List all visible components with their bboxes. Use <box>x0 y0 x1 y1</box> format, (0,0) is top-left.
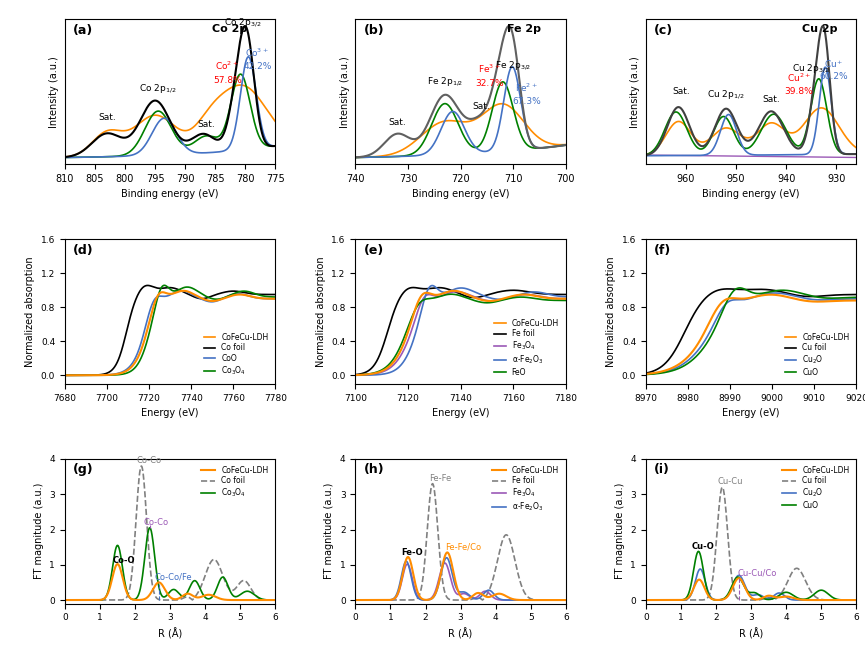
Y-axis label: Normalized absorption: Normalized absorption <box>606 256 616 367</box>
Text: (h): (h) <box>364 463 384 476</box>
Y-axis label: FT magnitude (a.u.): FT magnitude (a.u.) <box>615 483 625 580</box>
Text: Cu-Cu: Cu-Cu <box>718 478 743 486</box>
X-axis label: Binding energy (eV): Binding energy (eV) <box>702 190 800 199</box>
Text: Fe-Fe/Co: Fe-Fe/Co <box>445 543 481 552</box>
Y-axis label: FT magnitude (a.u.): FT magnitude (a.u.) <box>34 483 44 580</box>
Text: Sat.: Sat. <box>98 113 116 122</box>
Text: Co-Co: Co-Co <box>137 456 162 465</box>
Text: Fe-Fe: Fe-Fe <box>429 474 452 483</box>
Text: Sat.: Sat. <box>762 95 780 104</box>
X-axis label: Energy (eV): Energy (eV) <box>722 408 780 418</box>
X-axis label: Energy (eV): Energy (eV) <box>432 408 490 418</box>
Text: Co-Co: Co-Co <box>144 519 169 527</box>
Text: Sat.: Sat. <box>388 117 407 127</box>
Y-axis label: Intensity (a.u.): Intensity (a.u.) <box>49 56 60 128</box>
Text: Cu$^{+}$: Cu$^{+}$ <box>824 58 843 70</box>
Y-axis label: Intensity (a.u.): Intensity (a.u.) <box>340 56 349 128</box>
Legend: CoFeCu-LDH, Cu foil, Cu$_2$O, CuO: CoFeCu-LDH, Cu foil, Cu$_2$O, CuO <box>779 463 853 513</box>
Y-axis label: Normalized absorption: Normalized absorption <box>25 256 35 367</box>
X-axis label: R (Å): R (Å) <box>158 628 183 639</box>
Text: Fe-O: Fe-O <box>401 548 423 557</box>
Text: Co 2p: Co 2p <box>212 24 247 34</box>
Text: (i): (i) <box>654 463 670 476</box>
X-axis label: Binding energy (eV): Binding energy (eV) <box>121 190 219 199</box>
Text: 57.8%: 57.8% <box>213 76 241 85</box>
Y-axis label: Normalized absorption: Normalized absorption <box>316 256 326 367</box>
Text: Cu-O: Cu-O <box>691 543 714 551</box>
Text: 67.3%: 67.3% <box>512 97 541 106</box>
Legend: CoFeCu-LDH, Co foil, Co$_3$O$_4$: CoFeCu-LDH, Co foil, Co$_3$O$_4$ <box>198 463 272 502</box>
X-axis label: R (Å): R (Å) <box>448 628 473 639</box>
X-axis label: R (Å): R (Å) <box>739 628 763 639</box>
Text: Sat.: Sat. <box>197 120 215 129</box>
Text: Co-Co/Fe: Co-Co/Fe <box>154 572 192 582</box>
Text: Fe$^{2+}$: Fe$^{2+}$ <box>515 81 538 93</box>
X-axis label: Energy (eV): Energy (eV) <box>141 408 199 418</box>
Text: Sat.: Sat. <box>473 102 490 111</box>
Text: Fe 2p$_{3/2}$: Fe 2p$_{3/2}$ <box>495 60 531 72</box>
Text: Co$^{2+}$: Co$^{2+}$ <box>215 60 239 73</box>
Legend: CoFeCu-LDH, Fe foil, Fe$_3$O$_4$, α-Fe$_2$O$_3$, FeO: CoFeCu-LDH, Fe foil, Fe$_3$O$_4$, α-Fe$_… <box>491 316 562 380</box>
Text: (f): (f) <box>654 243 671 256</box>
X-axis label: Binding energy (eV): Binding energy (eV) <box>412 190 509 199</box>
Text: Fe 2p$_{1/2}$: Fe 2p$_{1/2}$ <box>426 75 463 88</box>
Legend: CoFeCu-LDH, Cu foil, Cu$_2$O, CuO: CoFeCu-LDH, Cu foil, Cu$_2$O, CuO <box>782 330 853 380</box>
Text: 60.2%: 60.2% <box>819 73 848 81</box>
Y-axis label: Intensity (a.u.): Intensity (a.u.) <box>631 56 640 128</box>
Text: (d): (d) <box>74 243 94 256</box>
Text: 32.7%: 32.7% <box>475 79 504 88</box>
Text: Co 2p$_{1/2}$: Co 2p$_{1/2}$ <box>139 82 176 95</box>
Text: (g): (g) <box>74 463 94 476</box>
Text: Sat.: Sat. <box>672 87 689 96</box>
Text: (e): (e) <box>364 243 384 256</box>
Text: Co$^{3+}$: Co$^{3+}$ <box>246 46 269 58</box>
Text: 42.2%: 42.2% <box>243 62 272 71</box>
Text: (c): (c) <box>654 24 673 37</box>
Text: Fe 2p: Fe 2p <box>507 24 541 34</box>
Text: Co 2p$_{3/2}$: Co 2p$_{3/2}$ <box>223 16 261 29</box>
Text: (b): (b) <box>364 24 384 37</box>
Text: 39.8%: 39.8% <box>785 87 813 96</box>
Y-axis label: FT magnitude (a.u.): FT magnitude (a.u.) <box>324 483 335 580</box>
Text: Co-O: Co-O <box>112 556 135 565</box>
Text: (a): (a) <box>74 24 93 37</box>
Text: Cu 2p: Cu 2p <box>802 24 837 34</box>
Legend: CoFeCu-LDH, Co foil, CoO, Co$_3$O$_4$: CoFeCu-LDH, Co foil, CoO, Co$_3$O$_4$ <box>201 330 272 380</box>
Text: Cu 2p$_{3/2}$: Cu 2p$_{3/2}$ <box>792 62 830 75</box>
Text: Cu-Cu/Co: Cu-Cu/Co <box>738 569 777 578</box>
Text: Cu$^{2+}$: Cu$^{2+}$ <box>787 72 811 84</box>
Text: Cu 2p$_{1/2}$: Cu 2p$_{1/2}$ <box>708 88 745 101</box>
Legend: CoFeCu-LDH, Fe foil, Fe$_3$O$_4$, α-Fe$_2$O$_3$: CoFeCu-LDH, Fe foil, Fe$_3$O$_4$, α-Fe$_… <box>489 463 562 517</box>
Text: Fe$^{3+}$: Fe$^{3+}$ <box>478 63 501 75</box>
